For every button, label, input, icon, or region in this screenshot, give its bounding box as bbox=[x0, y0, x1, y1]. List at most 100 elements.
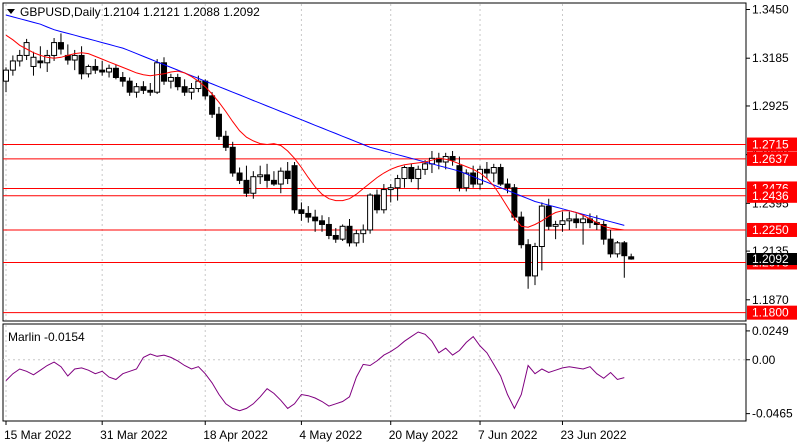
candle-body bbox=[16, 54, 23, 62]
candle-body bbox=[161, 62, 168, 82]
candle-body bbox=[353, 233, 360, 244]
candle-body bbox=[470, 172, 477, 185]
candle-body bbox=[422, 163, 429, 170]
candle-body bbox=[566, 218, 573, 222]
candle-body bbox=[270, 179, 277, 185]
candle-body bbox=[360, 229, 367, 235]
candle-body bbox=[9, 60, 16, 71]
price-tick-label: 1.2925 bbox=[752, 99, 789, 113]
candle-body bbox=[525, 244, 532, 277]
level-label-box bbox=[747, 305, 797, 320]
moving-averages bbox=[5, 14, 625, 231]
candle-body bbox=[147, 89, 154, 93]
candle-body bbox=[106, 67, 113, 73]
level-label-text: 1.2250 bbox=[752, 223, 789, 237]
grid-lines bbox=[5, 4, 563, 420]
candle-body bbox=[236, 172, 243, 181]
candle-body bbox=[531, 246, 538, 277]
candle-body bbox=[483, 168, 490, 174]
oscillator-line bbox=[5, 331, 625, 412]
candle-body bbox=[305, 212, 312, 218]
candle-body bbox=[174, 76, 181, 88]
candle-body bbox=[222, 135, 229, 148]
time-tick-label: 23 Jun 2022 bbox=[560, 428, 626, 442]
candle-body bbox=[449, 155, 456, 161]
candle-body bbox=[401, 167, 408, 180]
oscillator bbox=[3, 331, 746, 412]
candle-body bbox=[92, 65, 99, 71]
candle-body bbox=[456, 165, 463, 189]
candles bbox=[3, 33, 635, 289]
level-label-text: 1.2637 bbox=[752, 152, 789, 166]
candle-body bbox=[30, 56, 37, 67]
candle-body bbox=[408, 167, 415, 180]
collapse-triangle-icon[interactable] bbox=[7, 9, 15, 14]
candle-body bbox=[140, 86, 147, 91]
candle-body bbox=[167, 76, 174, 82]
candle-body bbox=[580, 218, 587, 224]
price-tick-label: 1.3450 bbox=[752, 3, 789, 17]
ohlc-values: 1.2104 1.2121 1.2088 1.2092 bbox=[103, 5, 260, 19]
candle-body bbox=[215, 113, 222, 137]
candle-body bbox=[319, 220, 326, 225]
candle-body bbox=[119, 76, 126, 82]
candle-body bbox=[112, 67, 119, 78]
level-label-box bbox=[747, 222, 797, 237]
candle-body bbox=[373, 194, 380, 211]
slow-moving-average-line bbox=[5, 14, 625, 226]
candle-body bbox=[332, 234, 339, 240]
candle-body bbox=[325, 223, 332, 236]
candle-body bbox=[229, 146, 236, 174]
time-axis: 15 Mar 2022 31 Mar 2022 18 Apr 2022 4 May 2… bbox=[4, 421, 627, 442]
candle-body bbox=[380, 189, 387, 211]
candle-body bbox=[497, 167, 504, 185]
level-label-text: 1.1800 bbox=[752, 306, 789, 320]
oscillator-axis: 0.0249 0.00 -0.0465 bbox=[746, 324, 793, 421]
candle-body bbox=[133, 86, 140, 93]
candle-body bbox=[339, 225, 346, 240]
candle-body bbox=[188, 88, 195, 93]
oscillator-tick-label: 0.00 bbox=[752, 353, 776, 367]
candle-body bbox=[415, 168, 422, 180]
time-tick-label: 31 Mar 2022 bbox=[100, 428, 168, 442]
candle-body bbox=[559, 220, 566, 225]
candle-body bbox=[243, 179, 250, 194]
candle-body bbox=[154, 62, 161, 93]
candle-body bbox=[85, 65, 92, 75]
candle-body bbox=[209, 95, 216, 115]
candle-body bbox=[463, 172, 470, 189]
candle-body bbox=[312, 216, 319, 222]
time-tick-label: 20 May 2022 bbox=[389, 428, 459, 442]
level-label-box bbox=[747, 151, 797, 166]
price-tick-label: 1.1870 bbox=[752, 293, 789, 307]
current-price-box bbox=[747, 253, 797, 266]
candle-body bbox=[298, 209, 305, 214]
candle-body bbox=[257, 174, 264, 178]
candle-body bbox=[621, 242, 628, 257]
current-price-text: 1.2092 bbox=[752, 252, 789, 266]
candle-body bbox=[57, 42, 64, 50]
indicator-label: Marlin -0.0154 bbox=[8, 330, 85, 344]
fast-moving-average-line bbox=[5, 34, 625, 231]
candle-body bbox=[3, 69, 9, 82]
candle-body bbox=[264, 174, 271, 181]
time-tick-label: 18 Apr 2022 bbox=[203, 428, 268, 442]
candle-body bbox=[291, 165, 298, 211]
oscillator-tick-label: 0.0249 bbox=[752, 324, 789, 338]
candle-body bbox=[277, 170, 284, 185]
time-tick-label: 15 Mar 2022 bbox=[4, 428, 72, 442]
time-tick-label: 4 May 2022 bbox=[299, 428, 362, 442]
candle-body bbox=[250, 176, 257, 194]
candle-body bbox=[573, 218, 580, 224]
candle-body bbox=[44, 54, 51, 64]
candle-body bbox=[504, 183, 511, 189]
level-labels: 1.27151.26371.24761.24361.22501.20731.18… bbox=[747, 137, 797, 320]
level-label-box bbox=[747, 137, 797, 152]
symbol-label: GBPUSD,Daily bbox=[20, 5, 101, 19]
indicator-panel bbox=[2, 323, 747, 422]
candle-body bbox=[346, 225, 353, 244]
candle-body bbox=[518, 216, 525, 246]
candle-body bbox=[37, 60, 44, 64]
candle-body bbox=[490, 167, 497, 174]
